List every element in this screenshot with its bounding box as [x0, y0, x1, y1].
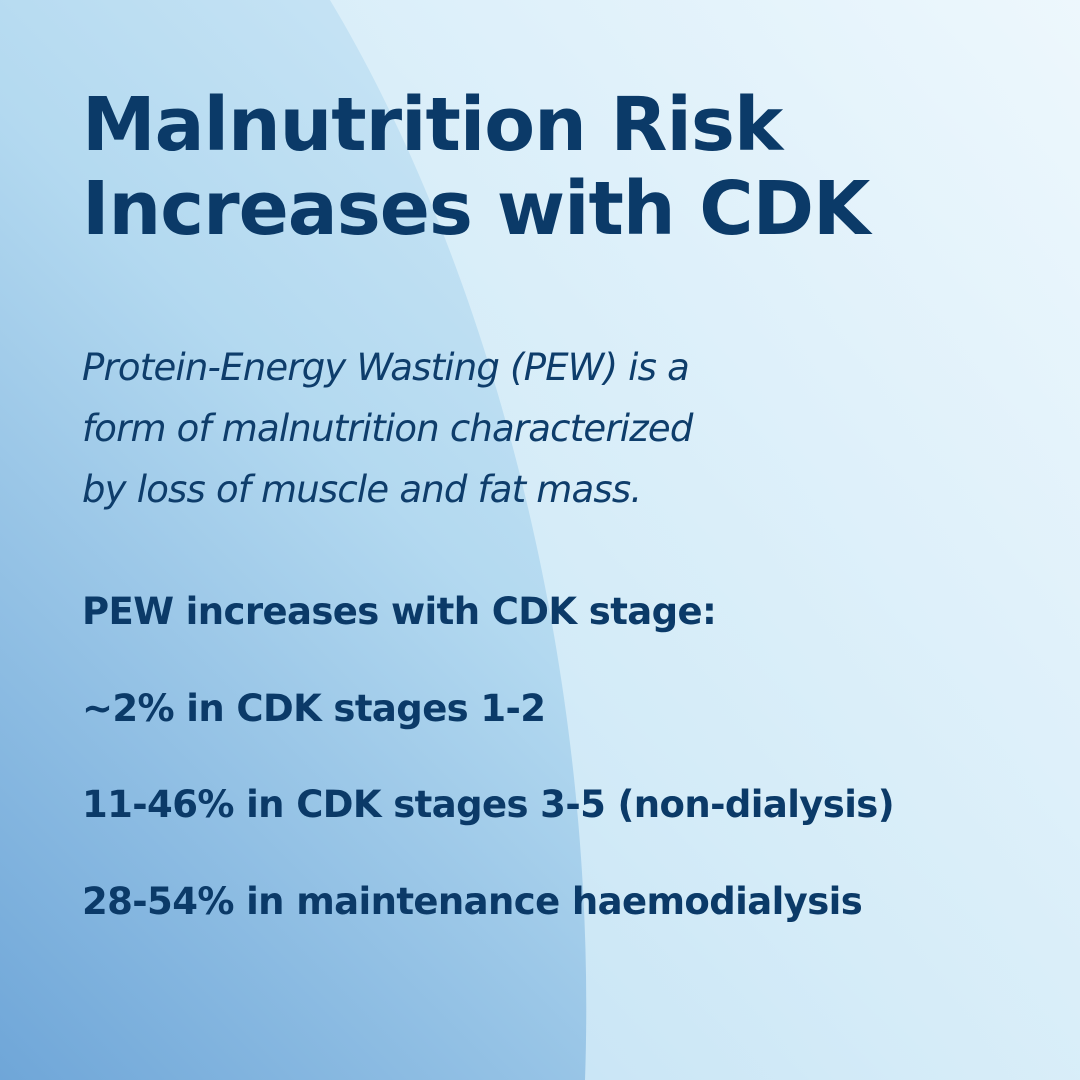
title-line: Increases with CDK: [82, 166, 870, 252]
list-item: ~2% in CDK stages 1-2: [82, 687, 546, 730]
list-item: 28-54% in maintenance haemodialysis: [82, 880, 863, 923]
title-line: Malnutrition Risk: [82, 82, 783, 168]
intro-line: by loss of muscle and fat mass.: [82, 468, 642, 511]
heading: PEW increases with CDK stage:: [82, 590, 717, 633]
intro-line: form of malnutrition characterized: [82, 407, 693, 450]
list-item: 11-46% in CDK stages 3-5 (non-dialysis): [82, 783, 895, 826]
intro-line: Protein-Energy Wasting (PEW) is a: [82, 346, 690, 389]
